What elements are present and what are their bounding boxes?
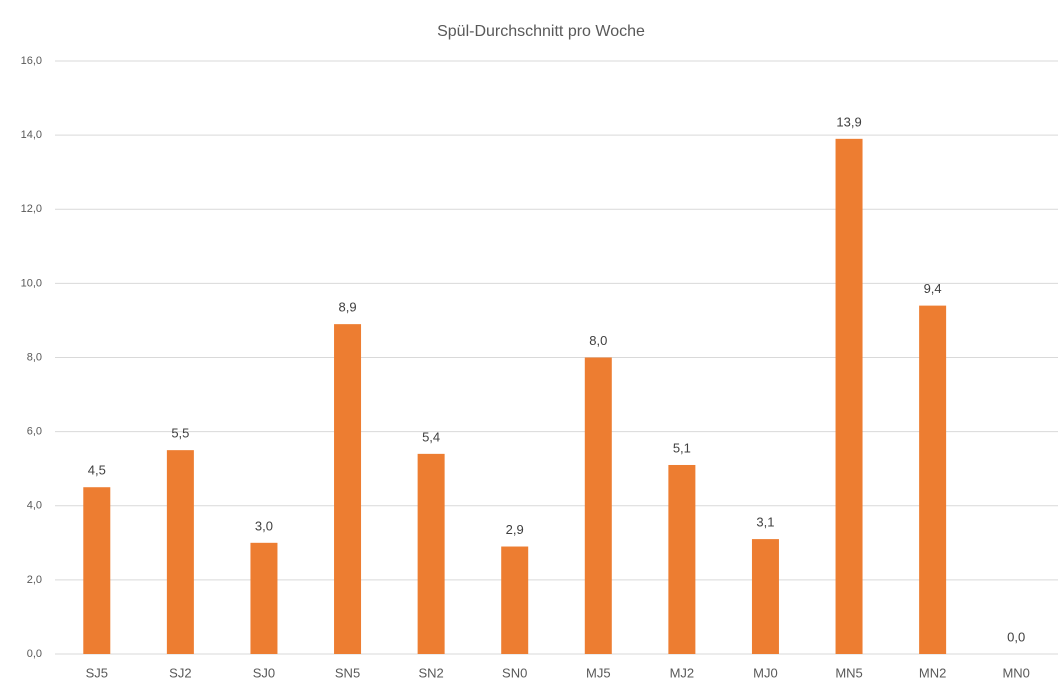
value-label: 5,5 [171, 426, 189, 441]
y-tick-label: 2,0 [27, 574, 42, 586]
x-tick-label: MJ2 [670, 665, 695, 680]
x-tick-label: MJ5 [586, 665, 611, 680]
y-tick-label: 0,0 [27, 648, 42, 660]
value-label: 8,9 [339, 300, 357, 315]
bar [919, 305, 947, 654]
value-label: 9,4 [924, 281, 942, 296]
y-tick-label: 16,0 [21, 55, 42, 67]
value-label: 8,0 [589, 333, 607, 348]
x-tick-label: SN2 [418, 665, 443, 680]
x-tick-label: MN5 [835, 665, 862, 680]
x-tick-label: SJ2 [169, 665, 191, 680]
y-tick-label: 8,0 [27, 351, 42, 363]
x-tick-label: MJ0 [753, 665, 778, 680]
bar [166, 450, 194, 654]
bar [250, 542, 278, 654]
x-tick-label: SN0 [502, 665, 527, 680]
chart-title: Spül-Durchschnitt pro Woche [437, 23, 645, 40]
bar [751, 539, 779, 654]
bar [668, 464, 696, 654]
x-tick-label: SJ0 [253, 665, 275, 680]
x-tick-label: MN0 [1002, 665, 1029, 680]
value-label: 3,1 [756, 515, 774, 530]
y-tick-label: 6,0 [27, 426, 42, 438]
value-label: 5,4 [422, 429, 440, 444]
value-label: 5,1 [673, 440, 691, 455]
bar [584, 357, 612, 654]
bar [835, 138, 863, 655]
y-tick-label: 4,0 [27, 500, 42, 512]
x-tick-label: MN2 [919, 665, 946, 680]
bar [83, 487, 111, 654]
value-label: 0,0 [1007, 629, 1025, 644]
bar [334, 324, 362, 654]
value-label: 13,9 [836, 114, 861, 129]
x-tick-label: SJ5 [86, 665, 108, 680]
y-tick-label: 10,0 [21, 277, 42, 289]
x-tick-label: SN5 [335, 665, 360, 680]
y-tick-label: 14,0 [21, 129, 42, 141]
bar [417, 453, 445, 654]
value-label: 2,9 [506, 522, 524, 537]
value-label: 3,0 [255, 518, 273, 533]
y-tick-label: 12,0 [21, 203, 42, 215]
bar [501, 546, 529, 654]
value-label: 4,5 [88, 463, 106, 478]
